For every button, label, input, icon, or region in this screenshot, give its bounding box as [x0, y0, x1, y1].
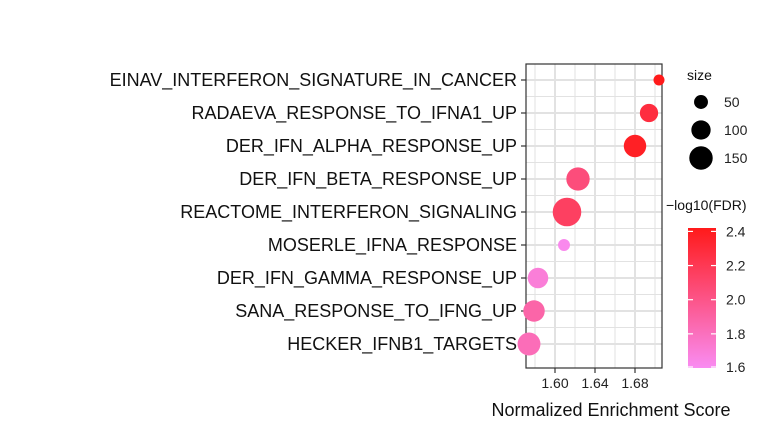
y-tick-label: SANA_RESPONSE_TO_IFNG_UP — [235, 301, 517, 322]
x-axis: 1.60 1.64 1.68 — [541, 368, 649, 391]
y-tick-label: REACTOME_INTERFERON_SIGNALING — [180, 202, 517, 223]
y-tick-label: HECKER_IFNB1_TARGETS — [287, 334, 517, 355]
y-tick-label: DER_IFN_GAMMA_RESPONSE_UP — [217, 268, 517, 289]
size-legend-label: 150 — [724, 150, 748, 166]
y-tick-label: DER_IFN_ALPHA_RESPONSE_UP — [226, 136, 517, 157]
colorbar-tick-label: 2.0 — [726, 292, 746, 308]
y-axis: EINAV_INTERFERON_SIGNATURE_IN_CANCER RADA… — [110, 70, 526, 355]
data-point — [566, 167, 590, 191]
size-legend-title: size — [687, 67, 712, 83]
y-tick-label: DER_IFN_BETA_RESPONSE_UP — [239, 169, 517, 190]
data-point — [558, 239, 570, 251]
x-tick-label: 1.68 — [621, 375, 648, 391]
colorbar-tick-label: 1.8 — [726, 326, 746, 342]
colorbar-tick-label: 1.6 — [726, 359, 746, 375]
color-legend-title: −log10(FDR) — [666, 197, 747, 213]
color-legend: −log10(FDR) 2.4 2.2 2.0 1.8 1.6 — [666, 197, 747, 375]
data-point — [523, 300, 545, 322]
x-tick-label: 1.64 — [581, 375, 608, 391]
colorbar — [688, 228, 716, 368]
data-points — [517, 74, 665, 356]
plot-border — [525, 63, 663, 369]
size-legend-key — [691, 120, 711, 140]
data-point — [623, 134, 647, 158]
y-tick-label: RADAEVA_RESPONSE_TO_IFNA1_UP — [192, 103, 517, 124]
size-legend-label: 100 — [724, 122, 748, 138]
data-point — [527, 267, 549, 289]
size-legend-key — [694, 95, 708, 109]
data-point — [552, 197, 582, 227]
colorbar-tick-label: 2.2 — [726, 258, 746, 274]
y-tick-label: EINAV_INTERFERON_SIGNATURE_IN_CANCER — [110, 70, 517, 91]
size-legend: size 50 100 150 — [687, 67, 748, 170]
size-legend-label: 50 — [724, 94, 740, 110]
data-point — [653, 74, 665, 86]
data-point — [639, 103, 659, 123]
x-axis-title: Normalized Enrichment Score — [491, 400, 730, 420]
y-tick-label: MOSERLE_IFNA_RESPONSE — [268, 235, 517, 256]
size-legend-key — [689, 146, 713, 170]
x-tick-label: 1.60 — [541, 375, 568, 391]
grid-lines — [526, 64, 662, 368]
data-point — [517, 332, 541, 356]
colorbar-tick-label: 2.4 — [726, 223, 746, 239]
